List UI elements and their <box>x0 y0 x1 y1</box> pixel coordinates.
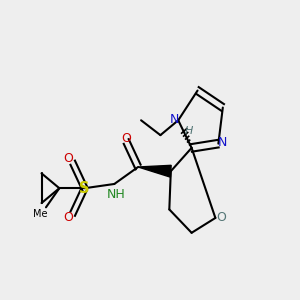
Text: O: O <box>121 132 131 145</box>
Text: Me: Me <box>33 209 47 219</box>
Text: O: O <box>63 212 73 224</box>
Polygon shape <box>138 165 171 177</box>
Text: N: N <box>170 112 179 125</box>
Text: N: N <box>218 136 227 149</box>
Text: O: O <box>216 212 226 224</box>
Text: NH: NH <box>106 188 125 201</box>
Text: O: O <box>63 152 73 165</box>
Text: S: S <box>80 181 90 196</box>
Text: H: H <box>184 126 193 136</box>
